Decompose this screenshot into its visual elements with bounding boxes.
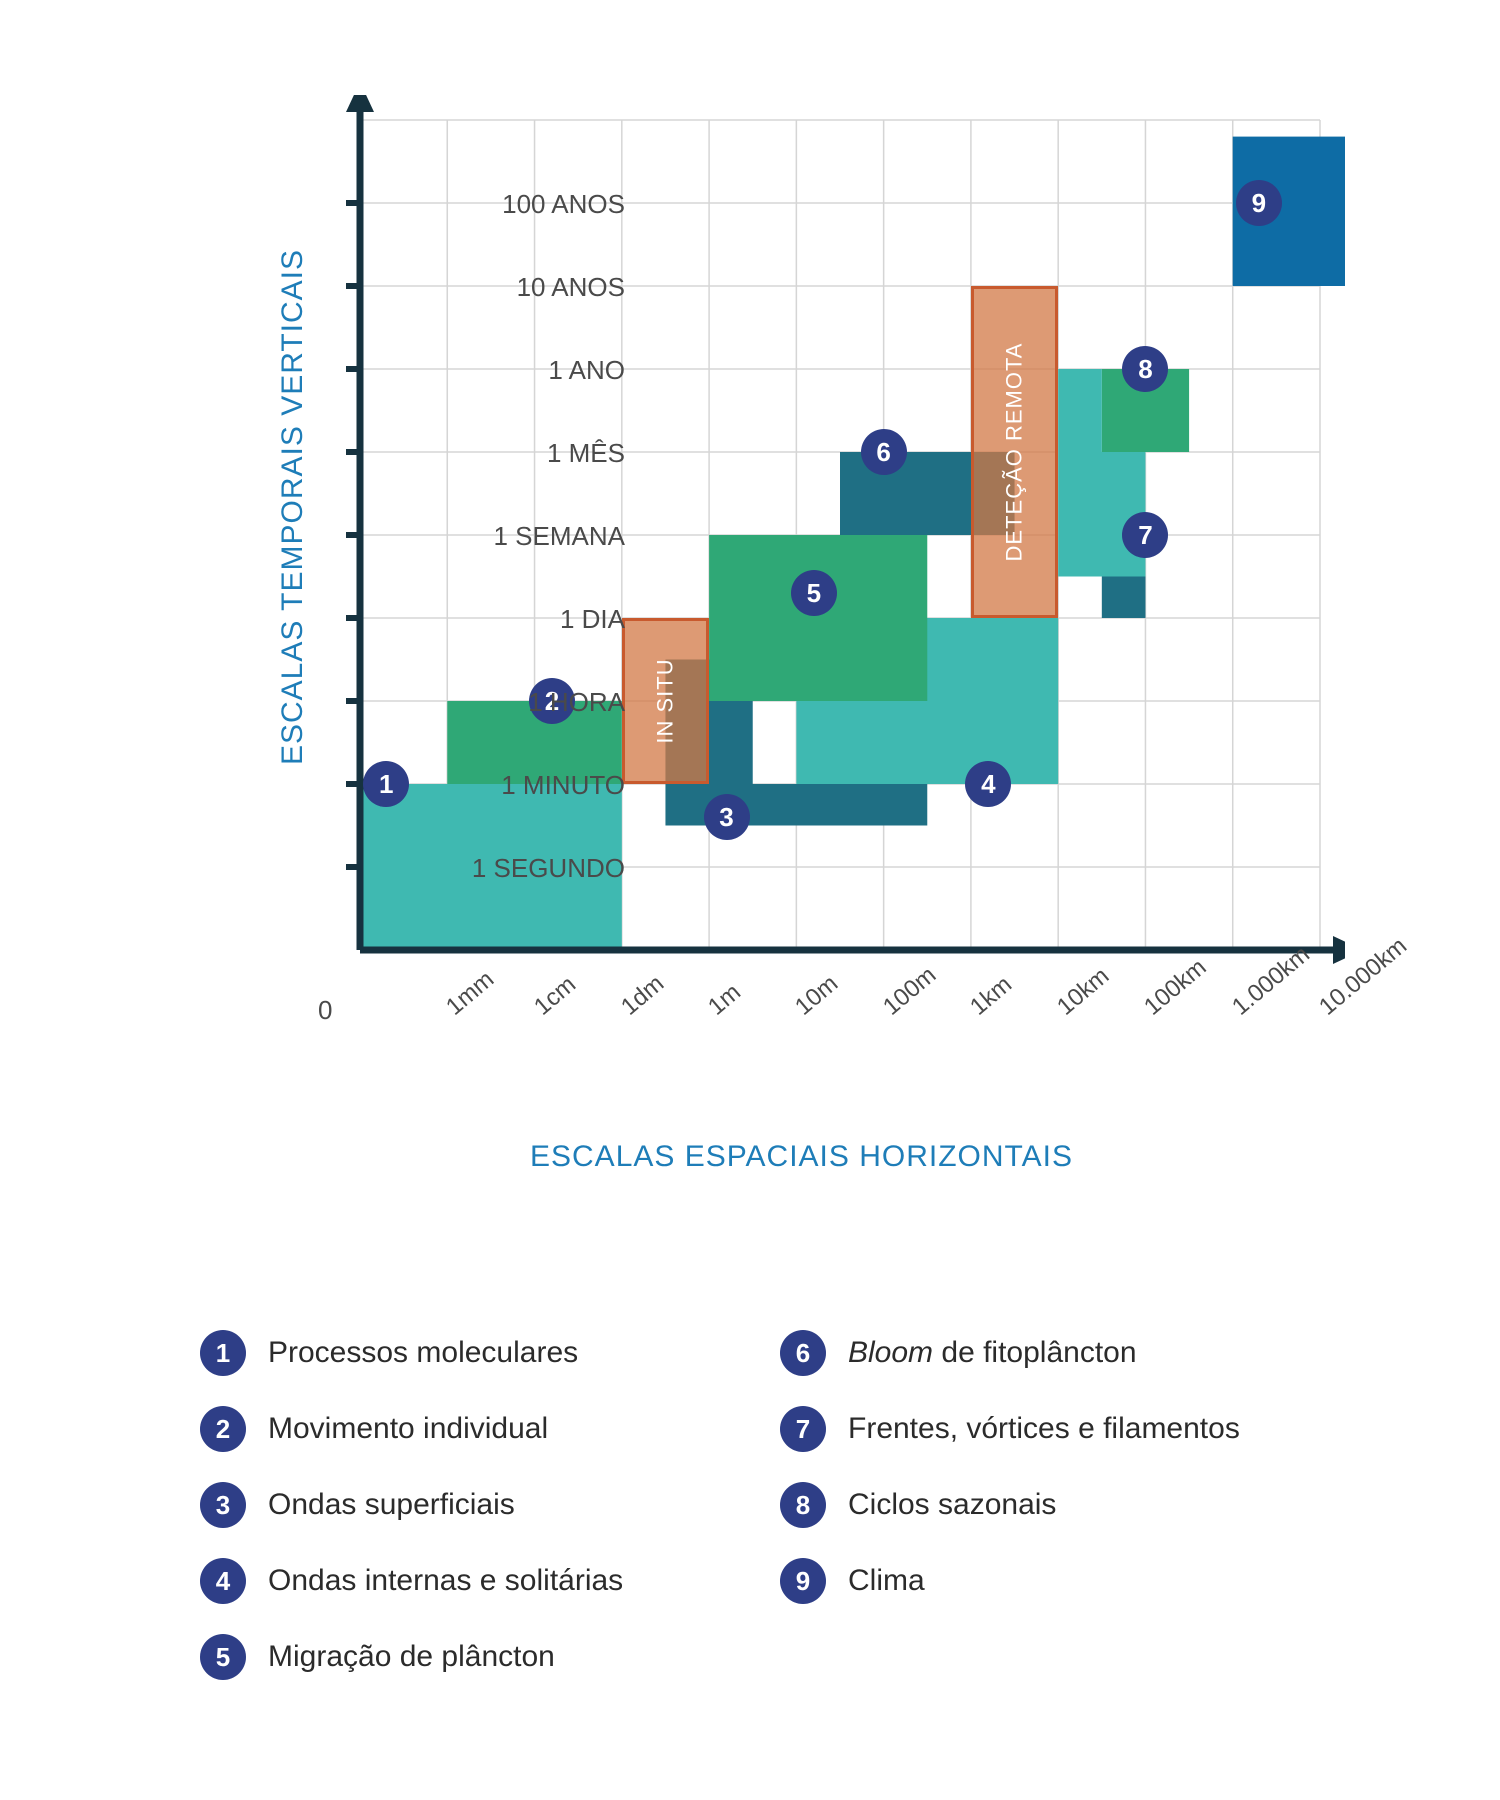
y-tick-label: 1 HORA (375, 687, 625, 718)
origin-label: 0 (318, 995, 332, 1026)
y-tick-label: 1 DIA (375, 604, 625, 635)
legend-item: 6 Bloom de fitoplâncton (780, 1330, 1300, 1376)
legend-label: Processos moleculares (268, 1336, 578, 1370)
legend-label: Migração de plâncton (268, 1640, 555, 1674)
legend-item: 5 Migração de plâncton (200, 1634, 720, 1680)
y-axis-title: ESCALAS TEMPORAIS VERTICAIS (276, 249, 310, 765)
x-tick-label: 1dm (616, 970, 670, 1021)
x-axis-title: ESCALAS ESPACIAIS HORIZONTAIS (530, 1140, 1073, 1174)
x-tick-label: 10m (790, 970, 844, 1021)
x-tick-label: 1m (703, 979, 747, 1022)
x-tick-label: 1cm (529, 971, 582, 1022)
chart-badge: 3 (704, 794, 750, 840)
chart-badge: 5 (791, 570, 837, 616)
legend-label: Movimento individual (268, 1412, 548, 1446)
legend-badge: 5 (200, 1634, 246, 1680)
legend-badge: 3 (200, 1482, 246, 1528)
y-tick-mark (346, 449, 360, 455)
y-tick-mark (346, 200, 360, 206)
y-tick-label: 1 SEMANA (375, 521, 625, 552)
legend-badge: 7 (780, 1406, 826, 1452)
method-box: IN SITU (622, 618, 709, 784)
legend-item: 3 Ondas superficiais (200, 1482, 720, 1528)
y-tick-mark (346, 532, 360, 538)
legend-badge: 4 (200, 1558, 246, 1604)
legend-label: Frentes, vórtices e filamentos (848, 1412, 1240, 1446)
legend-item: 2 Movimento individual (200, 1406, 720, 1452)
y-tick-mark (346, 698, 360, 704)
y-tick-mark (346, 615, 360, 621)
y-tick-label: 100 ANOS (375, 189, 625, 220)
chart-badge: 6 (861, 429, 907, 475)
y-tick-mark (346, 864, 360, 870)
legend-item: 8 Ciclos sazonais (780, 1482, 1300, 1528)
chart-badge: 9 (1236, 180, 1282, 226)
legend-label: Ondas superficiais (268, 1488, 515, 1522)
method-box: DETEÇÃO REMOTA (971, 286, 1058, 618)
legend-badge: 1 (200, 1330, 246, 1376)
y-tick-label: 1 ANO (375, 355, 625, 386)
legend: 1 Processos moleculares 6 Bloom de fitoplân… (200, 1330, 1300, 1680)
y-tick-label: 1 MÊS (375, 438, 625, 469)
legend-item (780, 1634, 1300, 1680)
legend-label: Ciclos sazonais (848, 1488, 1056, 1522)
legend-label: Bloom de fitoplâncton (848, 1336, 1137, 1370)
y-tick-label: 10 ANOS (375, 272, 625, 303)
y-tick-label: 1 SEGUNDO (375, 853, 625, 884)
legend-item: 1 Processos moleculares (200, 1330, 720, 1376)
legend-label: Clima (848, 1564, 925, 1598)
y-tick-label: 1 MINUTO (375, 770, 625, 801)
y-tick-mark (346, 366, 360, 372)
legend-label: Ondas internas e solitárias (268, 1564, 623, 1598)
legend-badge: 8 (780, 1482, 826, 1528)
legend-badge: 9 (780, 1558, 826, 1604)
legend-badge: 6 (780, 1330, 826, 1376)
legend-badge: 2 (200, 1406, 246, 1452)
chart-container: ESCALAS TEMPORAIS VERTICAIS ESCALAS ESPA… (130, 90, 1370, 1190)
x-tick-label: 1km (965, 971, 1018, 1022)
legend-item: 4 Ondas internas e solitárias (200, 1558, 720, 1604)
legend-item: 9 Clima (780, 1558, 1300, 1604)
legend-item: 7 Frentes, vórtices e filamentos (780, 1406, 1300, 1452)
y-tick-mark (346, 283, 360, 289)
y-tick-mark (346, 781, 360, 787)
